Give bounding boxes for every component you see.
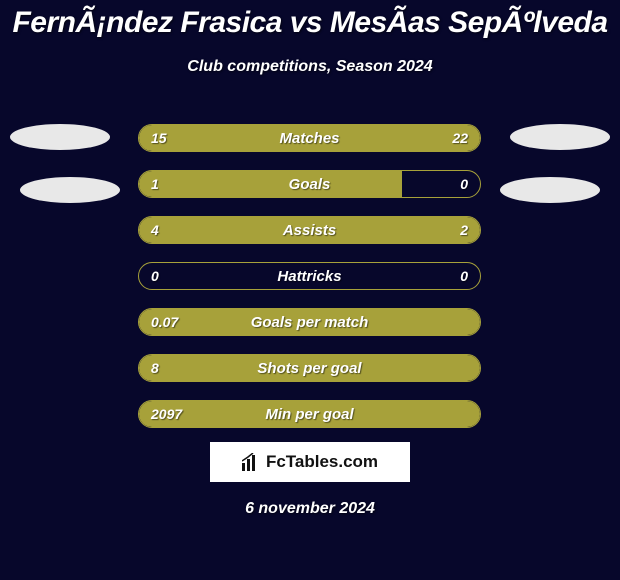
stat-value-left: 2097 — [151, 401, 182, 427]
stat-row: Matches15 22 — [138, 124, 481, 152]
fctables-logo-text: FcTables.com — [266, 452, 378, 472]
stat-label: Shots per goal — [139, 355, 480, 381]
stat-row: Goals1 0 — [138, 170, 481, 198]
stat-value-right: 0 — [460, 171, 468, 197]
stat-row: Goals per match0.07 — [138, 308, 481, 336]
fctables-logo[interactable]: FcTables.com — [210, 442, 410, 482]
player-right-club-placeholder — [500, 177, 600, 203]
stat-value-left: 15 — [151, 125, 167, 151]
player-right-avatar-placeholder — [510, 124, 610, 150]
player-left-club-placeholder — [20, 177, 120, 203]
page-title: FernÃ¡ndez Frasica vs MesÃ­as SepÃºlveda — [0, 0, 620, 40]
player-left-avatar-placeholder — [10, 124, 110, 150]
comparison-bars: Matches1522Goals10Assists42Hattricks00Go… — [138, 124, 481, 446]
stat-row: Min per goal2097 — [138, 400, 481, 428]
stat-row: Shots per goal8 — [138, 354, 481, 382]
stat-value-right: 0 — [460, 263, 468, 289]
stat-value-left: 4 — [151, 217, 159, 243]
stat-value-left: 0.07 — [151, 309, 178, 335]
stat-row: Assists4 2 — [138, 216, 481, 244]
stat-label: Goals per match — [139, 309, 480, 335]
stat-label: Goals — [139, 171, 480, 197]
stat-label: Min per goal — [139, 401, 480, 427]
page-subtitle: Club competitions, Season 2024 — [0, 58, 620, 76]
stat-value-right: 22 — [452, 125, 468, 151]
stat-label: Matches — [139, 125, 480, 151]
stat-value-left: 8 — [151, 355, 159, 381]
stat-row: Hattricks0 0 — [138, 262, 481, 290]
stat-value-left: 1 — [151, 171, 159, 197]
stat-value-left: 0 — [151, 263, 159, 289]
stat-label: Assists — [139, 217, 480, 243]
stat-value-right: 2 — [460, 217, 468, 243]
footer-date: 6 november 2024 — [0, 500, 620, 518]
bar-chart-icon — [242, 453, 262, 471]
stat-label: Hattricks — [139, 263, 480, 289]
